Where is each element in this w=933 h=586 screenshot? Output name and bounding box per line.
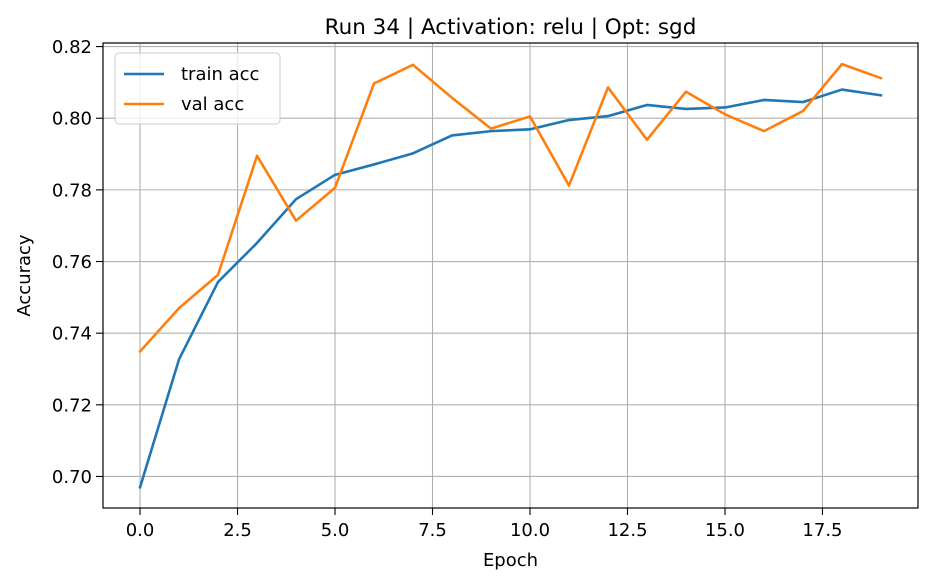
y-tick-label-0-78: 0.78 — [52, 180, 92, 201]
x-tick-label-2-5: 2.5 — [223, 520, 252, 541]
y-axis-ticks: 0.70 0.72 0.74 0.76 0.78 0.80 0.82 — [52, 37, 103, 488]
series-line-val-acc — [138, 62, 883, 354]
y-tick-label-0-82: 0.82 — [52, 37, 92, 58]
chart-title: Run 34 | Activation: relu | Opt: sgd — [325, 15, 697, 40]
x-tick-label-7-5: 7.5 — [418, 520, 447, 541]
x-tick-label-10-0: 10.0 — [510, 520, 550, 541]
legend: train acc val acc — [114, 52, 281, 125]
legend-box — [114, 52, 281, 125]
x-tick-label-17-5: 17.5 — [802, 520, 842, 541]
y-tick-label-0-76: 0.76 — [52, 252, 92, 273]
x-tick-label-12-5: 12.5 — [607, 520, 647, 541]
x-tick-label-5-0: 5.0 — [321, 520, 350, 541]
series-lines — [138, 62, 883, 489]
y-tick-label-0-74: 0.74 — [52, 324, 92, 345]
grid — [103, 43, 918, 508]
series-line-train-acc — [138, 88, 883, 489]
y-tick-label-0-72: 0.72 — [52, 395, 92, 416]
plot-area-frame — [102, 42, 919, 509]
x-tick-label-0-0: 0.0 — [126, 520, 155, 541]
y-tick-label-0-70: 0.70 — [52, 467, 92, 488]
legend-label-train-acc: train acc — [181, 64, 259, 85]
x-axis-label: Epoch — [483, 550, 538, 571]
y-tick-label-0-80: 0.80 — [52, 109, 92, 130]
y-axis-label: Accuracy — [14, 234, 35, 317]
x-axis-ticks: 0.0 2.5 5.0 7.5 10.0 12.5 15.0 17.5 — [126, 508, 843, 541]
legend-label-val-acc: val acc — [181, 94, 244, 115]
x-tick-label-15-0: 15.0 — [705, 520, 745, 541]
